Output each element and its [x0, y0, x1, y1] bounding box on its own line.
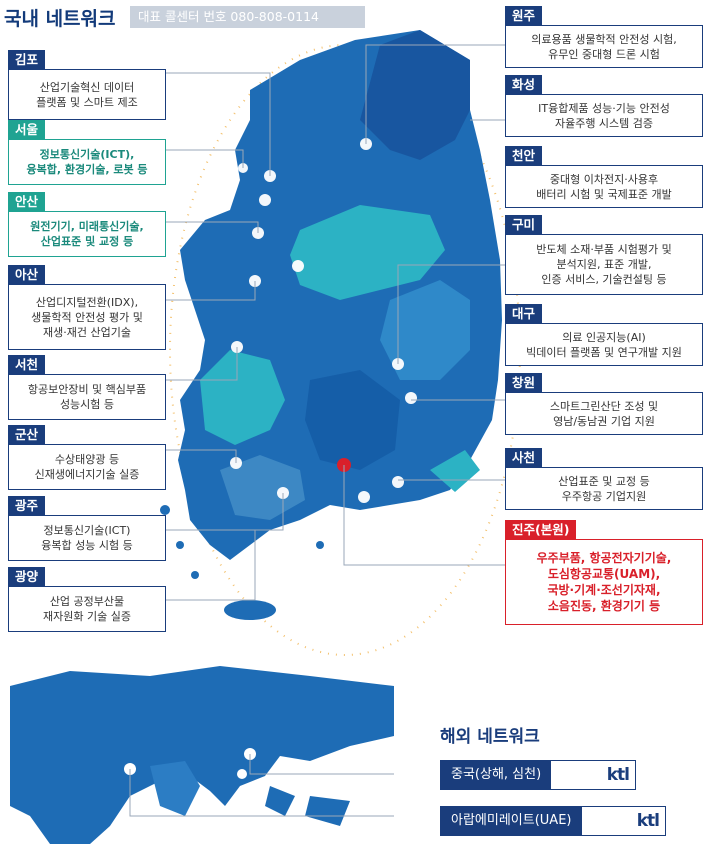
site-gunsan-desc: 수상태양광 등 신재생에너지기술 실증: [8, 444, 166, 490]
site-gwangju-card: 광주 정보통신기술(ICT) 융복합 성능 시험 등: [8, 496, 166, 561]
site-seocheon-card: 서천 항공보안장비 및 핵심부품 성능시험 등: [8, 355, 166, 420]
site-asan-card: 아산 산업디지털전환(IDX), 생물학적 안전성 평가 및 재생·재건 산업기…: [8, 265, 166, 350]
site-sacheon-name: 사천: [505, 448, 543, 467]
site-wonju-card: 원주 의료용품 생물학적 안전성 시험, 유무인 중대형 드론 시험: [505, 6, 703, 68]
site-gwangju-desc: 정보통신기술(ICT) 융복합 성능 시험 등: [8, 515, 166, 561]
site-seocheon-desc: 항공보안장비 및 핵심부품 성능시험 등: [8, 374, 166, 420]
site-changwon-card: 창원 스마트그린산단 조성 및 영남/동남권 기업 지원: [505, 373, 703, 435]
site-gunsan-card: 군산 수상태양광 등 신재생에너지기술 실증: [8, 425, 166, 490]
site-daegu-card: 대구 의료 인공지능(AI) 빅데이터 플랫폼 및 연구개발 지원: [505, 304, 703, 366]
site-wonju-desc: 의료용품 생물학적 안전성 시험, 유무인 중대형 드론 시험: [505, 25, 703, 68]
hotline-banner: 대표 콜센터 번호 080-808-0114: [130, 6, 365, 28]
site-seoul-desc: 정보통신기술(ICT), 융복합, 환경기술, 로봇 등: [8, 139, 166, 185]
site-wonju-name: 원주: [505, 6, 543, 25]
site-cheonan-card: 천안 중대형 이차전지·사용후 배터리 시험 및 국제표준 개발: [505, 146, 703, 208]
site-daegu-desc: 의료 인공지능(AI) 빅데이터 플랫폼 및 연구개발 지원: [505, 323, 703, 366]
site-jinju-card: 진주(본원) 우주부품, 항공전자기기술, 도심항공교통(UAM), 국방·기계…: [505, 520, 703, 625]
page-title: 국내 네트워크: [4, 8, 116, 30]
site-gimpo-desc: 산업기술혁신 데이터 플랫폼 및 스마트 제조: [8, 69, 166, 120]
overseas-china-label: 중국(상해, 심천): [441, 761, 552, 789]
overseas-title: 해외 네트워크: [440, 727, 540, 747]
site-gwangyang-card: 광양 산업 공정부산물 재자원화 기술 실증: [8, 567, 166, 632]
site-sacheon-desc: 산업표준 및 교정 등 우주항공 기업지원: [505, 467, 703, 510]
site-hwaseong-card: 화성 IT융합제품 성능·기능 안전성 자율주행 시스템 검증: [505, 75, 703, 137]
site-cheonan-name: 천안: [505, 146, 543, 165]
site-gwangju-name: 광주: [8, 496, 46, 515]
site-daegu-name: 대구: [505, 304, 543, 323]
ktl-logo-icon: ktl: [606, 765, 630, 785]
site-cheonan-desc: 중대형 이차전지·사용후 배터리 시험 및 국제표준 개발: [505, 165, 703, 208]
site-hwaseong-name: 화성: [505, 75, 543, 94]
site-sacheon-card: 사천 산업표준 및 교정 등 우주항공 기업지원: [505, 448, 703, 510]
site-gwangyang-desc: 산업 공정부산물 재자원화 기술 실증: [8, 586, 166, 632]
site-gumi-desc: 반도체 소재·부품 시험평가 및 분석지원, 표준 개발, 인증 서비스, 기술…: [505, 234, 703, 295]
site-seoul-name: 서울: [8, 120, 46, 139]
ktl-logo-icon: ktl: [636, 811, 660, 831]
world-map: [10, 666, 394, 844]
site-changwon-name: 창원: [505, 373, 543, 392]
site-seocheon-name: 서천: [8, 355, 46, 374]
site-ansan-name: 안산: [8, 192, 46, 211]
site-asan-name: 아산: [8, 265, 46, 284]
site-jinju-name: 진주(본원): [505, 520, 577, 539]
site-ansan-card: 안산 원전기기, 미래통신기술, 산업표준 및 교정 등: [8, 192, 166, 257]
site-gumi-card: 구미 반도체 소재·부품 시험평가 및 분석지원, 표준 개발, 인증 서비스,…: [505, 215, 703, 295]
overseas-china: 중국(상해, 심천) ktl: [440, 760, 636, 790]
site-gimpo-card: 김포 산업기술혁신 데이터 플랫폼 및 스마트 제조: [8, 50, 166, 120]
site-changwon-desc: 스마트그린산단 조성 및 영남/동남권 기업 지원: [505, 392, 703, 435]
overseas-uae-label: 아랍에미레이트(UAE): [441, 807, 582, 835]
site-gumi-name: 구미: [505, 215, 543, 234]
site-seoul-card: 서울 정보통신기술(ICT), 융복합, 환경기술, 로봇 등: [8, 120, 166, 185]
site-asan-desc: 산업디지털전환(IDX), 생물학적 안전성 평가 및 재생·재건 산업기술: [8, 284, 166, 350]
overseas-uae: 아랍에미레이트(UAE) ktl: [440, 806, 666, 836]
site-ansan-desc: 원전기기, 미래통신기술, 산업표준 및 교정 등: [8, 211, 166, 257]
site-gimpo-name: 김포: [8, 50, 46, 69]
site-gunsan-name: 군산: [8, 425, 46, 444]
site-gwangyang-name: 광양: [8, 567, 46, 586]
site-hwaseong-desc: IT융합제품 성능·기능 안전성 자율주행 시스템 검증: [505, 94, 703, 137]
site-jinju-desc: 우주부품, 항공전자기기술, 도심항공교통(UAM), 국방·기계·조선기자재,…: [505, 539, 703, 625]
